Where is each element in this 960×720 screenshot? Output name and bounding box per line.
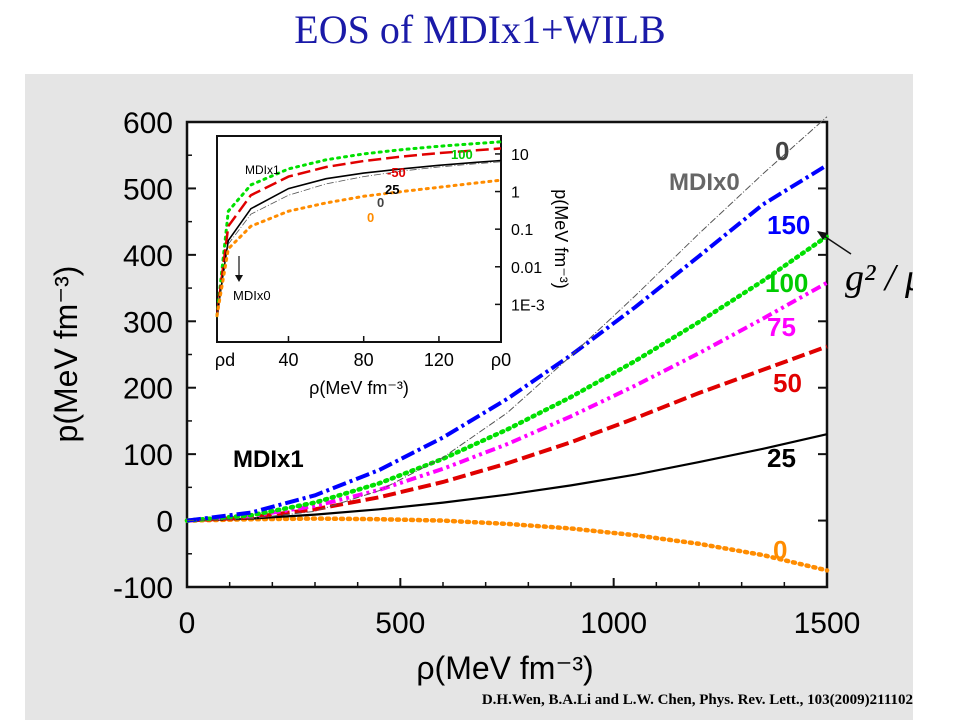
inset-series-label-3: 0 bbox=[377, 195, 384, 210]
main-series-line-1 bbox=[186, 433, 828, 522]
inset-model-label: MDIx1 bbox=[245, 163, 280, 177]
main-xtick-label: 500 bbox=[375, 607, 425, 640]
main-series-label-6: 0 bbox=[775, 136, 789, 166]
main-xtick-label: 1500 bbox=[794, 607, 861, 640]
main-y-axis-label: p(MeV fm⁻³) bbox=[48, 266, 84, 443]
parameter-arrow bbox=[820, 233, 852, 255]
parameter-arrow-head bbox=[817, 231, 828, 240]
inset-series-label-0: 100 bbox=[451, 147, 473, 162]
inset-xtick-label: ρ0 bbox=[491, 350, 511, 370]
inset-ytick-label: 0.1 bbox=[511, 222, 533, 239]
main-series-label-4: 100 bbox=[765, 268, 808, 298]
inset-x-axis-label: ρ(MeV fm⁻³) bbox=[309, 378, 409, 398]
main-series-label-5: 150 bbox=[767, 210, 810, 240]
main-model-label: MDIx1 bbox=[233, 446, 304, 473]
inset-xtick-label: 40 bbox=[278, 350, 298, 370]
inset-xtick-label: ρd bbox=[215, 350, 235, 370]
main-ytick-label: 300 bbox=[123, 306, 173, 339]
main-ytick-label: 0 bbox=[156, 506, 173, 539]
main-ytick-label: 600 bbox=[123, 107, 173, 140]
inset-xtick-label: 120 bbox=[424, 350, 454, 370]
main-x-axis-label: ρ(MeV fm⁻³) bbox=[416, 650, 593, 686]
inset-series-label-2: 25 bbox=[385, 182, 399, 197]
main-series-label-0: 0 bbox=[773, 535, 787, 565]
main-series-label-2: 50 bbox=[773, 368, 802, 398]
main-ytick-label: -100 bbox=[113, 572, 173, 605]
inset-series-line-2 bbox=[216, 159, 502, 316]
main-series-line-4 bbox=[184, 234, 830, 523]
main-series-line-6 bbox=[186, 116, 828, 522]
main-series-line-0 bbox=[184, 516, 830, 573]
inset-series-label-1: -50 bbox=[387, 165, 406, 180]
main-ytick-label: 100 bbox=[123, 439, 173, 472]
inset-ytick-label: 0.01 bbox=[511, 260, 542, 277]
main-reference-label: MDIx0 bbox=[669, 169, 740, 196]
inset-series-line-1 bbox=[215, 147, 502, 316]
inset-xtick-label: 80 bbox=[354, 350, 374, 370]
main-xtick-label: 1000 bbox=[580, 607, 647, 640]
parameter-label: g² / μ² bbox=[845, 257, 913, 299]
citation: D.H.Wen, B.A.Li and L.W. Chen, Phys. Rev… bbox=[481, 692, 913, 708]
inset-ytick-label: 10 bbox=[511, 147, 529, 164]
main-series-line-2 bbox=[186, 344, 828, 523]
main-xtick-label: 0 bbox=[179, 607, 196, 640]
main-ytick-label: 400 bbox=[123, 240, 173, 273]
main-series-label-1: 25 bbox=[767, 443, 796, 473]
main-ytick-label: 500 bbox=[123, 173, 173, 206]
main-series-label-3: 75 bbox=[767, 312, 796, 342]
inset-plot-area bbox=[216, 135, 502, 343]
slide-title: EOS of MDIx1+WILB bbox=[294, 7, 666, 52]
inset-series-line-0 bbox=[215, 140, 503, 318]
inset-series-label-4: 0 bbox=[367, 210, 374, 225]
inset-ytick-label: 1E-3 bbox=[511, 297, 545, 314]
main-ytick-label: 200 bbox=[123, 373, 173, 406]
inset-y-axis-label: p(MeV fm⁻³) bbox=[551, 189, 571, 289]
figure-panel: -100 0 100 200 300 400 500 600 0 500 1000 1500 0 25 5… bbox=[25, 74, 913, 720]
main-series-line-3 bbox=[186, 281, 828, 523]
main-series-line-5 bbox=[186, 163, 829, 523]
inset-ytick-label: 1 bbox=[511, 185, 520, 202]
inset-series-line-4 bbox=[215, 178, 503, 318]
inset-reference-label: MDIx0 bbox=[233, 288, 271, 303]
inset-series-line-3 bbox=[216, 161, 502, 316]
inset-reference-arrow-head bbox=[235, 275, 243, 282]
